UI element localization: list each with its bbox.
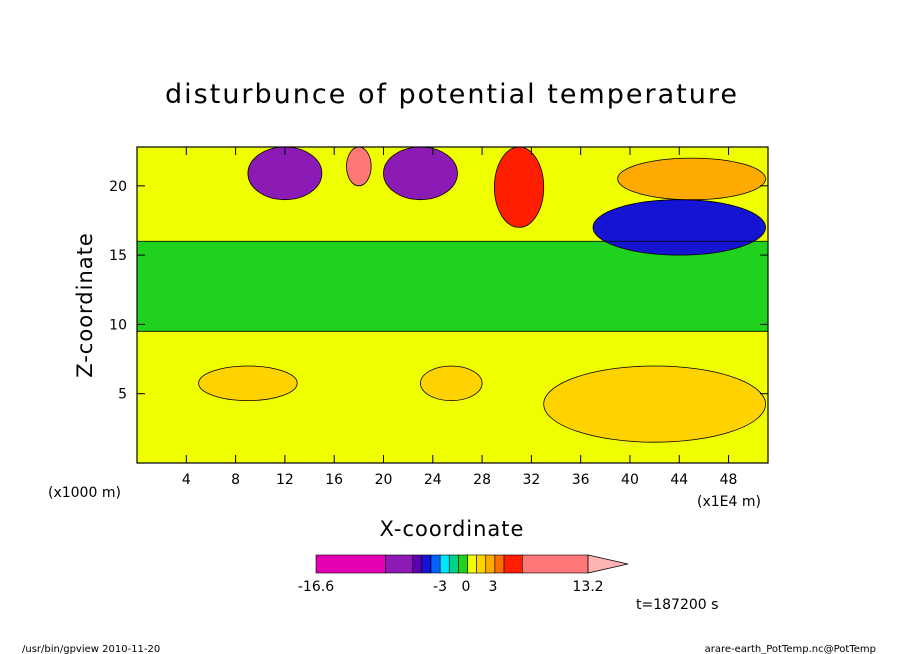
colorbar-segment: [458, 554, 468, 574]
colorbar-min-label: -16.6: [298, 579, 334, 595]
x-tick-label: 16: [325, 472, 343, 488]
x-tick-label: 4: [182, 472, 191, 488]
colorbar-segment: [421, 554, 432, 574]
colorbar-segment: [430, 554, 441, 574]
footer-command: /usr/bin/gpview 2010-11-20: [22, 644, 160, 654]
colorbar-segment: [494, 554, 505, 574]
x-tick-label: 12: [276, 472, 294, 488]
contour-field: [137, 147, 768, 463]
x-unit-note: (x1E4 m): [697, 494, 761, 510]
colorbar-segment: [439, 554, 450, 574]
colorbar-label-pos3: 3: [489, 579, 498, 595]
region-warm-band-upper-right: [617, 157, 766, 201]
region-warm-core-1: [346, 147, 372, 187]
x-tick-label: 28: [473, 472, 491, 488]
colorbar-segment: [448, 554, 459, 574]
time-label: t=187200 s: [636, 597, 718, 613]
colorbar-segment: [412, 554, 423, 574]
colorbar-segment: [315, 554, 386, 574]
colorbar: [315, 554, 629, 574]
y-tick-label: 5: [118, 387, 127, 403]
y-axis-title: Z-coordinate: [73, 232, 97, 378]
region-cold-core-2: [383, 147, 458, 201]
colorbar-segment: [503, 554, 523, 574]
plot-frame: [136, 146, 769, 464]
chart-title: disturbunce of potential temperature: [165, 79, 739, 110]
region-warm-patch-2: [420, 365, 483, 402]
colorbar-extend-arrow: [587, 554, 629, 574]
y-tick-label: 15: [109, 248, 127, 264]
region-warm-patch-1: [198, 365, 298, 402]
y-unit-note: (x1000 m): [48, 485, 121, 501]
colorbar-segment: [476, 554, 487, 574]
region-green-mid-layer: [137, 241, 768, 332]
x-tick-label: 24: [424, 472, 442, 488]
x-tick-label: 44: [670, 472, 688, 488]
y-tick-label: 10: [109, 317, 127, 333]
x-axis: 4 8 12 16 20 24 28 32 36 40 44 48: [182, 147, 738, 488]
x-tick-label: 40: [621, 472, 639, 488]
colorbar-segment: [385, 554, 414, 574]
y-tick-label: 20: [109, 179, 127, 195]
region-cold-core-1: [247, 147, 323, 201]
region-cold-core-3: [592, 199, 766, 256]
colorbar-max-label: 13.2: [572, 579, 603, 595]
region-warm-patch-3: [543, 365, 766, 443]
colorbar-label-neg3: -3: [433, 579, 447, 595]
x-tick-label: 20: [375, 472, 393, 488]
region-warm-core-2: [494, 147, 545, 228]
y-axis: 5 10 15 20: [109, 179, 768, 403]
x-axis-title: X-coordinate: [380, 517, 525, 541]
x-tick-label: 32: [522, 472, 540, 488]
x-tick-label: 48: [720, 472, 738, 488]
x-tick-label: 8: [231, 472, 240, 488]
colorbar-segment: [467, 554, 477, 574]
colorbar-label-zero: 0: [462, 579, 471, 595]
footer-source: arare-earth_PotTemp.nc@PotTemp: [705, 644, 876, 654]
x-tick-label: 36: [572, 472, 590, 488]
colorbar-segment: [521, 554, 589, 574]
colorbar-segment: [485, 554, 496, 574]
